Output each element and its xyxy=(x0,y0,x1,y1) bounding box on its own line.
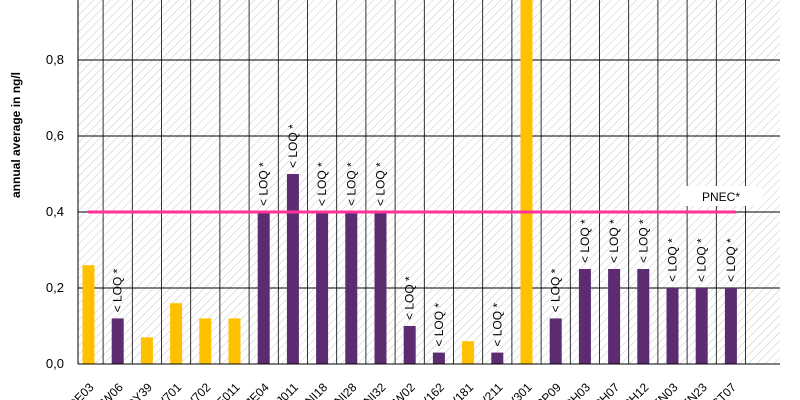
y-tick-label: 0,2 xyxy=(46,280,64,295)
x-tick-label: V702 xyxy=(184,380,214,400)
x-tick-label: CH03 xyxy=(561,380,593,400)
x-tick-label: W06 xyxy=(98,380,126,400)
x-tick-label: J011 xyxy=(273,380,301,400)
x-tick-label: NI32 xyxy=(361,380,389,400)
bar-V702 xyxy=(199,318,212,364)
bar-RP09 xyxy=(549,318,562,364)
x-tick-label: V181 xyxy=(447,380,477,400)
bar-CT07 xyxy=(724,288,737,364)
bar-V211 xyxy=(491,352,504,364)
bar-CH07 xyxy=(608,269,621,364)
bar-V181 xyxy=(462,341,475,364)
pnec-label: PNEC* xyxy=(702,190,740,204)
loq-annotation: < LOQ * xyxy=(432,303,446,347)
loq-annotation: < LOQ * xyxy=(374,162,388,206)
loq-annotation: < LOQ * xyxy=(490,303,504,347)
bar-V301 xyxy=(520,0,533,364)
x-tick-label: NI28 xyxy=(332,380,360,400)
bar-J011 xyxy=(286,174,299,364)
loq-annotation: < LOQ * xyxy=(111,268,125,312)
x-tick-label: CH07 xyxy=(591,380,623,400)
bar-JE04 xyxy=(257,212,270,364)
loq-annotation: < LOQ * xyxy=(549,268,563,312)
x-tick-label: CH12 xyxy=(620,380,652,400)
loq-annotation: < LOQ * xyxy=(578,219,592,263)
bar-EN03 xyxy=(666,288,679,364)
bar-NI18 xyxy=(316,212,329,364)
x-tick-label: JE04 xyxy=(243,380,272,400)
bar-E011 xyxy=(228,318,241,364)
x-tick-label: V162 xyxy=(417,380,447,400)
pnec-label-bg xyxy=(680,186,762,206)
bar-EN23 xyxy=(695,288,708,364)
loq-annotation: < LOQ * xyxy=(403,276,417,320)
y-tick-label: 0,0 xyxy=(46,356,64,371)
bar-NI32 xyxy=(374,212,387,364)
axes xyxy=(77,0,780,365)
loq-annotation: < LOQ * xyxy=(607,219,621,263)
bar-CH03 xyxy=(578,269,591,364)
bars xyxy=(82,0,737,364)
x-tick-label: RP09 xyxy=(533,380,564,400)
bar-CH12 xyxy=(637,269,650,364)
y-axis-label: annual average in ng/l xyxy=(9,72,23,198)
plot-background xyxy=(78,0,780,364)
loq-annotation: < LOQ * xyxy=(315,162,329,206)
bar-W02 xyxy=(403,326,416,364)
x-tick-label: V211 xyxy=(476,380,505,400)
y-tick-label: 0,6 xyxy=(46,128,64,143)
x-tick-label: DY39 xyxy=(124,380,155,400)
loq-annotation: < LOQ * xyxy=(695,238,709,282)
x-tick-label: W02 xyxy=(390,380,418,400)
reference-line-group: PNEC* xyxy=(88,186,762,214)
bar-DY39 xyxy=(140,337,153,364)
loq-annotation: < LOQ * xyxy=(666,238,680,282)
x-tick-label: V301 xyxy=(505,380,535,400)
x-tick-label: CT07 xyxy=(708,380,739,400)
x-tick-label: NI18 xyxy=(302,380,330,400)
y-tick-labels: 0,0 0,2 0,4 0,6 0,8 xyxy=(46,52,64,371)
loq-annotation: < LOQ * xyxy=(724,238,738,282)
x-tick-label: EN23 xyxy=(679,380,710,400)
bar-DE03 xyxy=(82,265,95,364)
bar-NI28 xyxy=(345,212,358,364)
x-tick-label: E011 xyxy=(214,380,243,400)
x-tick-label: V701 xyxy=(155,380,185,400)
loq-annotation: < LOQ * xyxy=(257,162,271,206)
loq-annotation: < LOQ * xyxy=(636,219,650,263)
loq-annotation: < LOQ * xyxy=(344,162,358,206)
y-tick-label: 0,4 xyxy=(46,204,64,219)
x-tick-label: DE03 xyxy=(65,380,96,400)
y-tick-label: 0,8 xyxy=(46,52,64,67)
bar-V162 xyxy=(432,352,445,364)
x-tick-label: EN03 xyxy=(649,380,680,400)
bar-V701 xyxy=(170,303,183,364)
gridlines xyxy=(78,0,780,364)
annotations: < LOQ * < LOQ * < LOQ * < LOQ * < LOQ * < LOQ… xyxy=(111,124,738,347)
bar-W06 xyxy=(111,318,124,364)
loq-annotation: < LOQ * xyxy=(286,124,300,168)
